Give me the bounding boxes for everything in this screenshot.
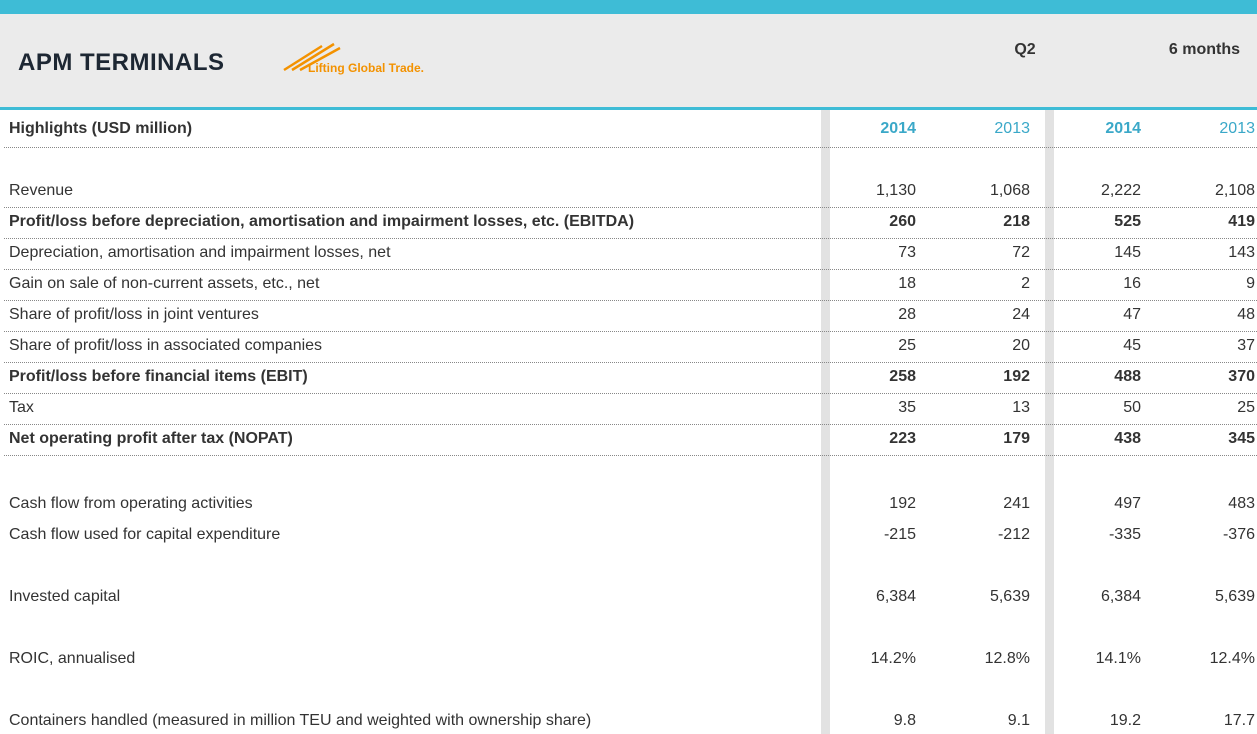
- cell: 73: [898, 244, 916, 261]
- cell: 179: [1003, 430, 1030, 447]
- cell: 9: [1246, 275, 1255, 292]
- divider: [4, 300, 1257, 301]
- cell: 14.2%: [870, 650, 916, 667]
- cell: -212: [997, 526, 1030, 543]
- row-label: Gain on sale of non-current assets, etc.…: [9, 275, 320, 292]
- cell: 370: [1228, 368, 1255, 385]
- row-label: Invested capital: [9, 588, 121, 605]
- cell: 1,130: [875, 182, 916, 199]
- cell: 25: [898, 337, 916, 354]
- cell: 488: [1114, 368, 1141, 385]
- cell: 143: [1228, 244, 1255, 261]
- row-label: Profit/loss before financial items (EBIT…: [9, 368, 308, 385]
- cell: 2,222: [1100, 182, 1141, 199]
- cell: 47: [1123, 306, 1141, 323]
- cell: 17.7: [1223, 712, 1255, 729]
- cell: 50: [1123, 399, 1141, 416]
- year-label: 2014: [1105, 120, 1141, 137]
- divider: [4, 238, 1257, 239]
- row-label: ROIC, annualised: [9, 650, 136, 667]
- cell: 419: [1228, 213, 1255, 230]
- row-label: Share of profit/loss in joint ventures: [9, 306, 259, 323]
- col-sep: [1045, 110, 1054, 734]
- logo-swoosh: [283, 42, 341, 72]
- divider: [4, 362, 1257, 363]
- row-label: Profit/loss before depreciation, amortis…: [9, 213, 635, 230]
- cell: -376: [1222, 526, 1255, 543]
- divider: [4, 393, 1257, 394]
- year-label: 2013: [994, 120, 1030, 137]
- cell: 260: [889, 213, 916, 230]
- cell: 2: [1021, 275, 1030, 292]
- cell: 14.1%: [1095, 650, 1141, 667]
- row-label: Cash flow from operating activities: [9, 495, 253, 512]
- header-line: [0, 107, 1257, 110]
- cell: 483: [1228, 495, 1255, 512]
- cell: 525: [1114, 213, 1141, 230]
- row-label: Tax: [9, 399, 34, 416]
- divider: [4, 455, 1257, 456]
- top-bar: [0, 0, 1257, 14]
- row-label: Depreciation, amortisation and impairmen…: [9, 244, 391, 261]
- cell: 16: [1123, 275, 1141, 292]
- cell: 37: [1237, 337, 1255, 354]
- cell: 192: [1003, 368, 1030, 385]
- group-label: 6 months: [1168, 41, 1240, 58]
- col-sep: [821, 110, 830, 734]
- logo-tagline: Lifting Global Trade.: [308, 61, 425, 75]
- cell: 438: [1114, 430, 1141, 447]
- cell: 19.2: [1109, 712, 1141, 729]
- divider: [4, 331, 1257, 332]
- cell: 2,108: [1214, 182, 1255, 199]
- table-title: Highlights (USD million): [9, 120, 193, 137]
- cell: 145: [1114, 244, 1141, 261]
- cell: 9.8: [893, 712, 916, 729]
- cell: 24: [1012, 306, 1030, 323]
- cell: 20: [1012, 337, 1030, 354]
- cell: 12.4%: [1209, 650, 1255, 667]
- divider: [4, 147, 1257, 148]
- cell: 18: [898, 275, 916, 292]
- cell: 45: [1123, 337, 1141, 354]
- row-label: Revenue: [9, 182, 74, 199]
- year-label: 2014: [880, 120, 916, 137]
- cell: 6,384: [875, 588, 916, 605]
- cell: 223: [889, 430, 916, 447]
- cell: 72: [1012, 244, 1030, 261]
- year-label: 2013: [1219, 120, 1255, 137]
- row-label: Share of profit/loss in associated compa…: [9, 337, 323, 354]
- cell: 28: [898, 306, 916, 323]
- cell: 25: [1237, 399, 1255, 416]
- cell: 1,068: [989, 182, 1030, 199]
- cell: 13: [1012, 399, 1030, 416]
- cell: 5,639: [1214, 588, 1255, 605]
- cell: 241: [1003, 495, 1030, 512]
- logo: APM TERMINALS: [18, 49, 225, 76]
- cell: 258: [889, 368, 916, 385]
- divider: [4, 269, 1257, 270]
- cell: -215: [883, 526, 916, 543]
- cell: 5,639: [989, 588, 1030, 605]
- row-label: Cash flow used for capital expenditure: [9, 526, 281, 543]
- cell: 218: [1003, 213, 1030, 230]
- divider: [4, 207, 1257, 208]
- divider: [4, 424, 1257, 425]
- cell: 48: [1237, 306, 1255, 323]
- cell: 497: [1114, 495, 1141, 512]
- cell: 12.8%: [984, 650, 1030, 667]
- cell: 6,384: [1100, 588, 1141, 605]
- row-label: Containers handled (measured in million …: [9, 712, 592, 729]
- cell: -335: [1108, 526, 1141, 543]
- group-label: Q2: [1014, 41, 1036, 58]
- cell: 35: [898, 399, 916, 416]
- cell: 9.1: [1007, 712, 1030, 729]
- cell: 345: [1228, 430, 1255, 447]
- row-label: Net operating profit after tax (NOPAT): [9, 430, 293, 447]
- header-band: [0, 14, 1257, 108]
- cell: 192: [889, 495, 916, 512]
